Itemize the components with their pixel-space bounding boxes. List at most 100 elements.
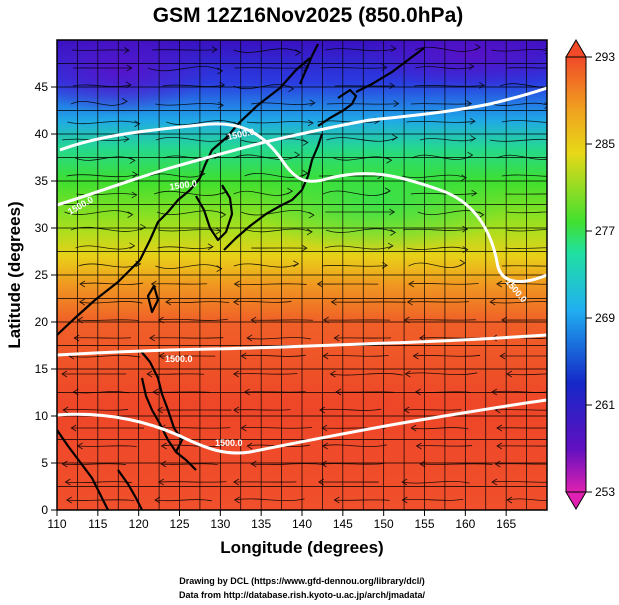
streamline-arrow	[215, 227, 222, 235]
streamline-arrow	[322, 316, 329, 324]
streamline	[322, 444, 387, 447]
streamline	[251, 102, 315, 105]
streamline	[325, 48, 396, 52]
streamline	[407, 301, 469, 303]
streamline	[506, 229, 547, 232]
streamline	[234, 498, 305, 501]
streamline-arrow	[462, 225, 469, 233]
coastlines	[57, 43, 425, 510]
streamline-arrow	[479, 82, 486, 89]
streamline	[501, 120, 547, 123]
streamline	[499, 83, 547, 88]
streamline-arrow	[419, 460, 426, 468]
streamline-arrow	[62, 406, 69, 414]
streamline-arrow	[288, 85, 295, 93]
streamline-arrow	[61, 370, 68, 378]
x-tick-label: 140	[292, 517, 312, 531]
streamline-arrow	[233, 280, 240, 288]
streamline-arrow	[309, 99, 316, 107]
streamline	[411, 154, 473, 160]
streamline	[506, 67, 547, 69]
x-tick-label: 165	[496, 517, 516, 531]
streamline-arrow	[506, 370, 513, 378]
streamline	[404, 409, 462, 411]
streamline-arrow	[125, 81, 132, 89]
streamline-arrow	[76, 442, 83, 450]
streamline-arrow	[232, 370, 239, 378]
streamline-arrow	[154, 496, 161, 504]
x-tick-label: 135	[251, 517, 271, 531]
streamline-arrow	[250, 316, 257, 324]
y-axis-ticks: 0 5 10 15 20 25 30 35 40 45	[35, 80, 57, 517]
streamline	[162, 84, 225, 87]
coast-china-korea	[57, 57, 311, 336]
streamline	[246, 228, 313, 233]
streamline	[234, 67, 309, 69]
streamline-arrow	[466, 100, 473, 107]
y-tick-label: 45	[35, 80, 49, 94]
streamline	[154, 499, 212, 502]
streamline-arrow	[469, 117, 476, 125]
streamline-arrow	[474, 43, 481, 51]
streamline	[241, 427, 312, 429]
streamline	[77, 319, 139, 321]
y-tick-label: 35	[35, 174, 49, 188]
streamline-arrow	[233, 496, 240, 504]
y-tick-label: 5	[41, 456, 48, 470]
streamline-arrow	[393, 100, 400, 107]
streamline	[411, 427, 469, 430]
streamline	[505, 247, 547, 250]
streamline-arrow	[496, 442, 503, 450]
streamline-arrow	[140, 223, 147, 231]
streamline	[402, 174, 467, 179]
streamline-arrow	[129, 157, 136, 164]
contour-label: 1500.0	[169, 178, 198, 192]
streamline-arrow	[302, 169, 309, 177]
streamline-arrow	[382, 262, 388, 269]
streamline	[246, 121, 314, 124]
streamline-arrow	[232, 298, 239, 306]
streamline	[321, 463, 385, 465]
streamline	[506, 373, 547, 376]
streamline-arrow	[392, 134, 399, 141]
streamline-arrow	[506, 496, 513, 504]
x-tick-label: 110	[47, 517, 66, 531]
streamline	[319, 408, 382, 411]
streamline	[70, 100, 128, 106]
geopotential-contours	[57, 86, 547, 455]
streamline	[241, 354, 306, 357]
streamline	[155, 103, 224, 106]
streamline-arrow	[321, 424, 328, 432]
streamline	[166, 120, 239, 126]
streamline	[402, 481, 470, 484]
streamline-arrow	[134, 120, 141, 128]
streamline	[402, 228, 468, 231]
streamline-arrow	[489, 298, 496, 306]
streamline	[326, 137, 398, 142]
streamline-arrow	[491, 388, 498, 396]
streamline	[68, 355, 141, 358]
streamline-arrow	[459, 259, 466, 267]
streamline-arrow	[306, 228, 313, 236]
streamline	[413, 354, 481, 357]
streamline-arrow	[160, 460, 167, 468]
streamline	[158, 318, 228, 321]
streamline	[233, 48, 301, 53]
x-tick-label: 160	[455, 517, 475, 531]
streamline-arrow	[207, 243, 214, 251]
plot-title: GSM 12Z16Nov2025 (850.0hPa)	[153, 4, 464, 27]
streamline	[163, 155, 220, 160]
streamline	[320, 67, 387, 69]
streamline-arrow	[216, 265, 223, 272]
streamline	[67, 120, 140, 125]
streamline-arrow	[320, 460, 327, 468]
streamline-arrow	[390, 45, 397, 52]
streamline-arrow	[381, 64, 388, 71]
streamline	[322, 190, 391, 196]
streamline	[233, 409, 291, 411]
streamline-arrow	[403, 406, 410, 414]
x-axis-label: Longitude (degrees)	[220, 538, 383, 557]
streamline-arrow	[160, 442, 167, 450]
streamline	[419, 138, 476, 142]
